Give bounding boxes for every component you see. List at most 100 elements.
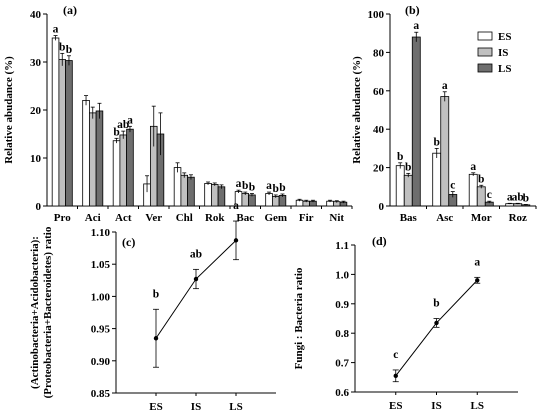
bar — [51, 37, 60, 207]
data-point — [233, 238, 239, 243]
x-tick-label: Asc — [436, 212, 453, 224]
y-tick-label: 30 — [30, 57, 42, 69]
bar-chart-b: 0 20 40 60 80 100 (b) Relative abudance (%) Bas b… — [351, 3, 537, 224]
y-tick-label: 0 — [36, 201, 42, 213]
bar — [468, 173, 478, 207]
bar — [432, 152, 442, 207]
x-tick-label: Chl — [176, 212, 193, 224]
significance-label: a — [233, 200, 239, 212]
y-tick-label: 0.95 — [91, 324, 111, 336]
y-tick-label: 0.85 — [91, 388, 111, 400]
y-tick-label: 20 — [30, 105, 42, 117]
bar — [126, 128, 134, 207]
significance-label: c — [487, 189, 492, 201]
data-point — [153, 336, 159, 341]
line-chart-d: 0.6 0.7 0.8 0.9 1.0 1.1 (d) Fungi : Bacteria ra… — [293, 234, 518, 412]
y-axis-label: (Actinobacteria+Acidobacteria):(Proteoba… — [29, 226, 54, 398]
panel-label: (b) — [405, 3, 420, 17]
x-tick-label: ES — [389, 400, 402, 412]
y-tick-label: 10 — [30, 153, 42, 165]
significance-label: b — [523, 192, 529, 204]
bar — [210, 183, 219, 207]
bar — [58, 59, 67, 207]
x-tick-label: Roz — [509, 212, 527, 224]
bar — [217, 186, 226, 207]
significance-label: b — [433, 298, 439, 310]
bar — [112, 140, 121, 207]
bar — [95, 110, 104, 207]
x-tick-label: Pro — [54, 212, 71, 224]
bar — [65, 60, 73, 207]
bar — [119, 134, 128, 207]
x-tick-label: LS — [471, 400, 484, 412]
x-tick-label: ES — [149, 401, 162, 412]
y-tick-label: 20 — [373, 163, 385, 175]
significance-label: b — [242, 180, 248, 192]
x-tick-label: Mor — [471, 212, 492, 224]
significance-label: a — [266, 180, 272, 192]
bar — [82, 100, 90, 207]
significance-label: a — [127, 114, 133, 126]
y-tick-label: 1.1 — [335, 240, 349, 252]
legend-label: ES — [498, 31, 511, 43]
series-line — [395, 279, 478, 377]
x-tick-label: Bac — [236, 212, 254, 224]
line-chart-c: 0.85 0.90 0.95 1.00 1.05 1.10 (c) (Actinobacter… — [29, 200, 276, 412]
y-tick-label: 60 — [373, 86, 385, 98]
panel-label: (d) — [372, 234, 387, 248]
y-tick-label: 0.6 — [335, 387, 349, 399]
y-tick-label: 1.10 — [91, 227, 111, 239]
significance-label: b — [66, 44, 72, 56]
y-tick-label: 40 — [30, 9, 42, 21]
y-tick-label: 80 — [373, 47, 385, 59]
y-axis-label: Relative abudance (%) — [351, 56, 363, 164]
bar — [180, 174, 189, 207]
x-tick-label: Act — [115, 212, 132, 224]
legend-swatch — [477, 31, 493, 41]
significance-label: b — [478, 173, 484, 185]
y-tick-label: 0.8 — [335, 328, 349, 340]
significance-label: b — [249, 182, 255, 194]
bar — [403, 174, 413, 207]
y-axis-label: Fungi : Bacteria ratio — [293, 267, 305, 369]
y-tick-label: 0.7 — [335, 358, 349, 370]
significance-label: a — [470, 161, 476, 173]
panel-label: (a) — [63, 3, 77, 17]
legend-label: IS — [498, 47, 508, 59]
x-tick-label: LS — [229, 401, 242, 412]
y-tick-label: 0.90 — [91, 356, 111, 368]
bar — [440, 96, 450, 207]
bar — [476, 186, 486, 207]
significance-label: b — [405, 161, 411, 173]
y-tick-label: 1.0 — [335, 269, 349, 281]
significance-label: a — [442, 80, 448, 92]
significance-label: c — [393, 349, 398, 361]
y-axis-label-line: (Proteobacteria+Bacteroidetes) ratio — [42, 226, 54, 398]
panel-label: (c) — [122, 235, 135, 249]
data-point — [393, 373, 398, 379]
significance-label: ab — [512, 191, 524, 203]
significance-label: ab — [117, 119, 129, 131]
x-tick-label: Fir — [299, 212, 314, 224]
x-tick-label: Aci — [85, 212, 101, 224]
significance-label: a — [53, 24, 59, 36]
legend-label: LS — [498, 63, 511, 75]
significance-label: b — [434, 136, 440, 148]
significance-label: a — [236, 178, 242, 190]
bar — [204, 183, 212, 207]
x-tick-label: IS — [191, 401, 201, 412]
significance-label: b — [273, 183, 279, 195]
significance-label: ab — [190, 248, 202, 260]
y-tick-label: 0 — [379, 201, 385, 213]
bar — [278, 195, 287, 207]
significance-label: a — [507, 191, 513, 203]
significance-label: a — [474, 256, 480, 268]
y-tick-label: 0.9 — [335, 299, 349, 311]
bar — [248, 194, 256, 207]
y-tick-label: 1.05 — [91, 259, 111, 271]
data-point — [475, 278, 480, 283]
x-tick-label: IS — [431, 400, 441, 412]
significance-label: b — [153, 288, 159, 300]
